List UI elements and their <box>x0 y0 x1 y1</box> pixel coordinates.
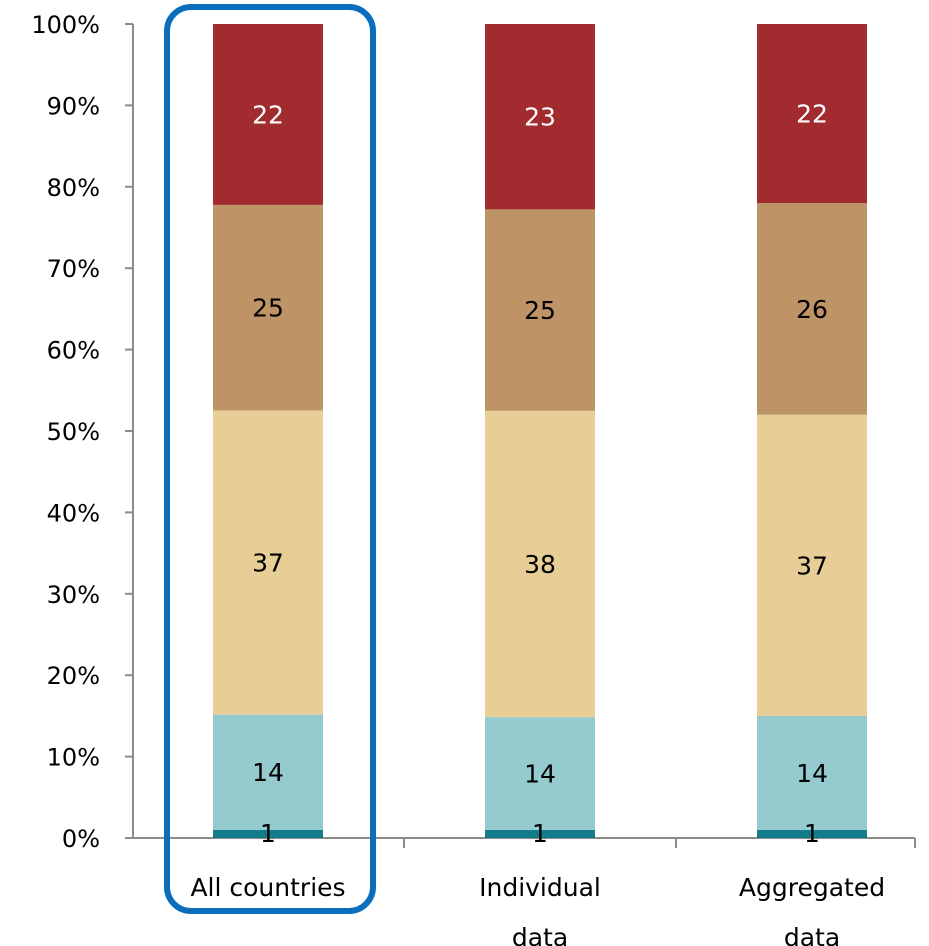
bar-segment <box>757 24 867 204</box>
bar-segment <box>757 414 867 716</box>
bar-segment <box>485 24 595 210</box>
y-tick-label: 20% <box>47 662 100 690</box>
data-label: 37 <box>252 549 284 578</box>
x-tick-label: data <box>784 923 840 946</box>
data-label: 26 <box>796 295 828 324</box>
y-tick-label: 50% <box>47 418 100 446</box>
highlight-box <box>164 4 376 914</box>
y-tick-label: 60% <box>47 337 100 365</box>
chart-x-tick-labels: All countries Individual data Aggregated dat… <box>190 873 885 946</box>
bar-segment <box>213 204 323 411</box>
highlight-layer <box>164 4 376 914</box>
data-label: 14 <box>524 760 556 789</box>
bar-segment <box>757 829 867 838</box>
chart-axes: 0% 10% 20% 30% 40% 50% 60% 70% 80% 90% 100% <box>31 11 916 853</box>
y-tick-label: 100% <box>31 11 100 39</box>
chart-data-labels: 1 14 37 25 22 1 14 38 25 23 1 14 37 26 22 <box>252 100 828 848</box>
y-tick-label: 80% <box>47 174 100 202</box>
data-label: 25 <box>524 296 556 325</box>
bar-segment <box>757 203 867 415</box>
data-label: 22 <box>252 100 284 129</box>
data-label: 1 <box>260 819 276 848</box>
y-tick-label: 70% <box>47 255 100 283</box>
bar-segment <box>213 714 323 830</box>
data-label: 22 <box>796 100 828 129</box>
x-tick-label: data <box>512 923 568 946</box>
x-tick-label: All countries <box>190 873 345 902</box>
bar-segment <box>485 209 595 411</box>
x-tick-label: Aggregated <box>739 873 885 902</box>
bar-segment <box>485 717 595 830</box>
y-tick-label: 30% <box>47 581 100 609</box>
bar-segment <box>485 410 595 718</box>
data-label: 14 <box>796 759 828 788</box>
y-tick-label: 0% <box>62 825 100 853</box>
bar-segment <box>757 715 867 830</box>
data-label: 1 <box>532 819 548 848</box>
y-tick-label: 40% <box>47 499 100 527</box>
chart-bars <box>213 24 867 838</box>
bar-segment <box>213 24 323 205</box>
y-tick-label: 10% <box>47 744 100 772</box>
bar-segment <box>213 829 323 838</box>
x-tick-label: Individual <box>479 873 601 902</box>
y-tick-label: 90% <box>47 92 100 120</box>
data-label: 23 <box>524 103 556 132</box>
data-label: 37 <box>796 551 828 580</box>
data-label: 14 <box>252 758 284 787</box>
data-label: 38 <box>524 550 556 579</box>
data-label: 25 <box>252 294 284 323</box>
data-label: 1 <box>804 819 820 848</box>
bar-segment <box>485 829 595 838</box>
bar-segment <box>213 410 323 715</box>
